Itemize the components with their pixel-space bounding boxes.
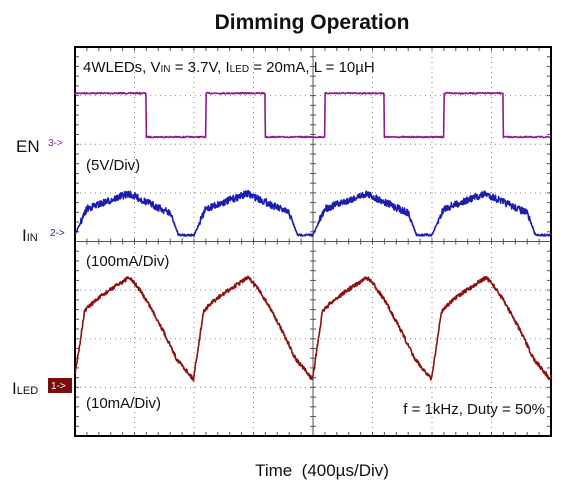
iled-channel-marker: 1-> bbox=[51, 381, 66, 392]
iin-channel-marker: 2-> bbox=[50, 228, 65, 239]
en-waveform bbox=[74, 91, 552, 139]
iled-scale-label: (10mA/Div) bbox=[86, 395, 161, 412]
en-channel-marker: 3-> bbox=[48, 138, 63, 149]
iled-waveform bbox=[74, 275, 552, 382]
chart-title: Dimming Operation bbox=[215, 11, 410, 34]
iled-marker-box bbox=[48, 378, 72, 393]
iled-channel-label: ILED bbox=[12, 379, 38, 398]
iin-waveform bbox=[74, 189, 552, 237]
en-scale-label: (5V/Div) bbox=[86, 157, 140, 174]
waveform-traces bbox=[74, 91, 552, 382]
iin-channel-label: IIN bbox=[22, 226, 38, 245]
iin-scale-label: (100mA/Div) bbox=[86, 253, 169, 270]
test-conditions: 4WLEDs, VIN = 3.7V, ILED = 20mA, L = 10µ… bbox=[83, 59, 375, 76]
frequency-duty-annotation: f = 1kHz, Duty = 50% bbox=[403, 401, 545, 418]
en-channel-label: EN bbox=[16, 137, 40, 156]
plot-frame bbox=[74, 46, 552, 437]
x-axis-label: Time (400µs/Div) bbox=[255, 461, 389, 480]
